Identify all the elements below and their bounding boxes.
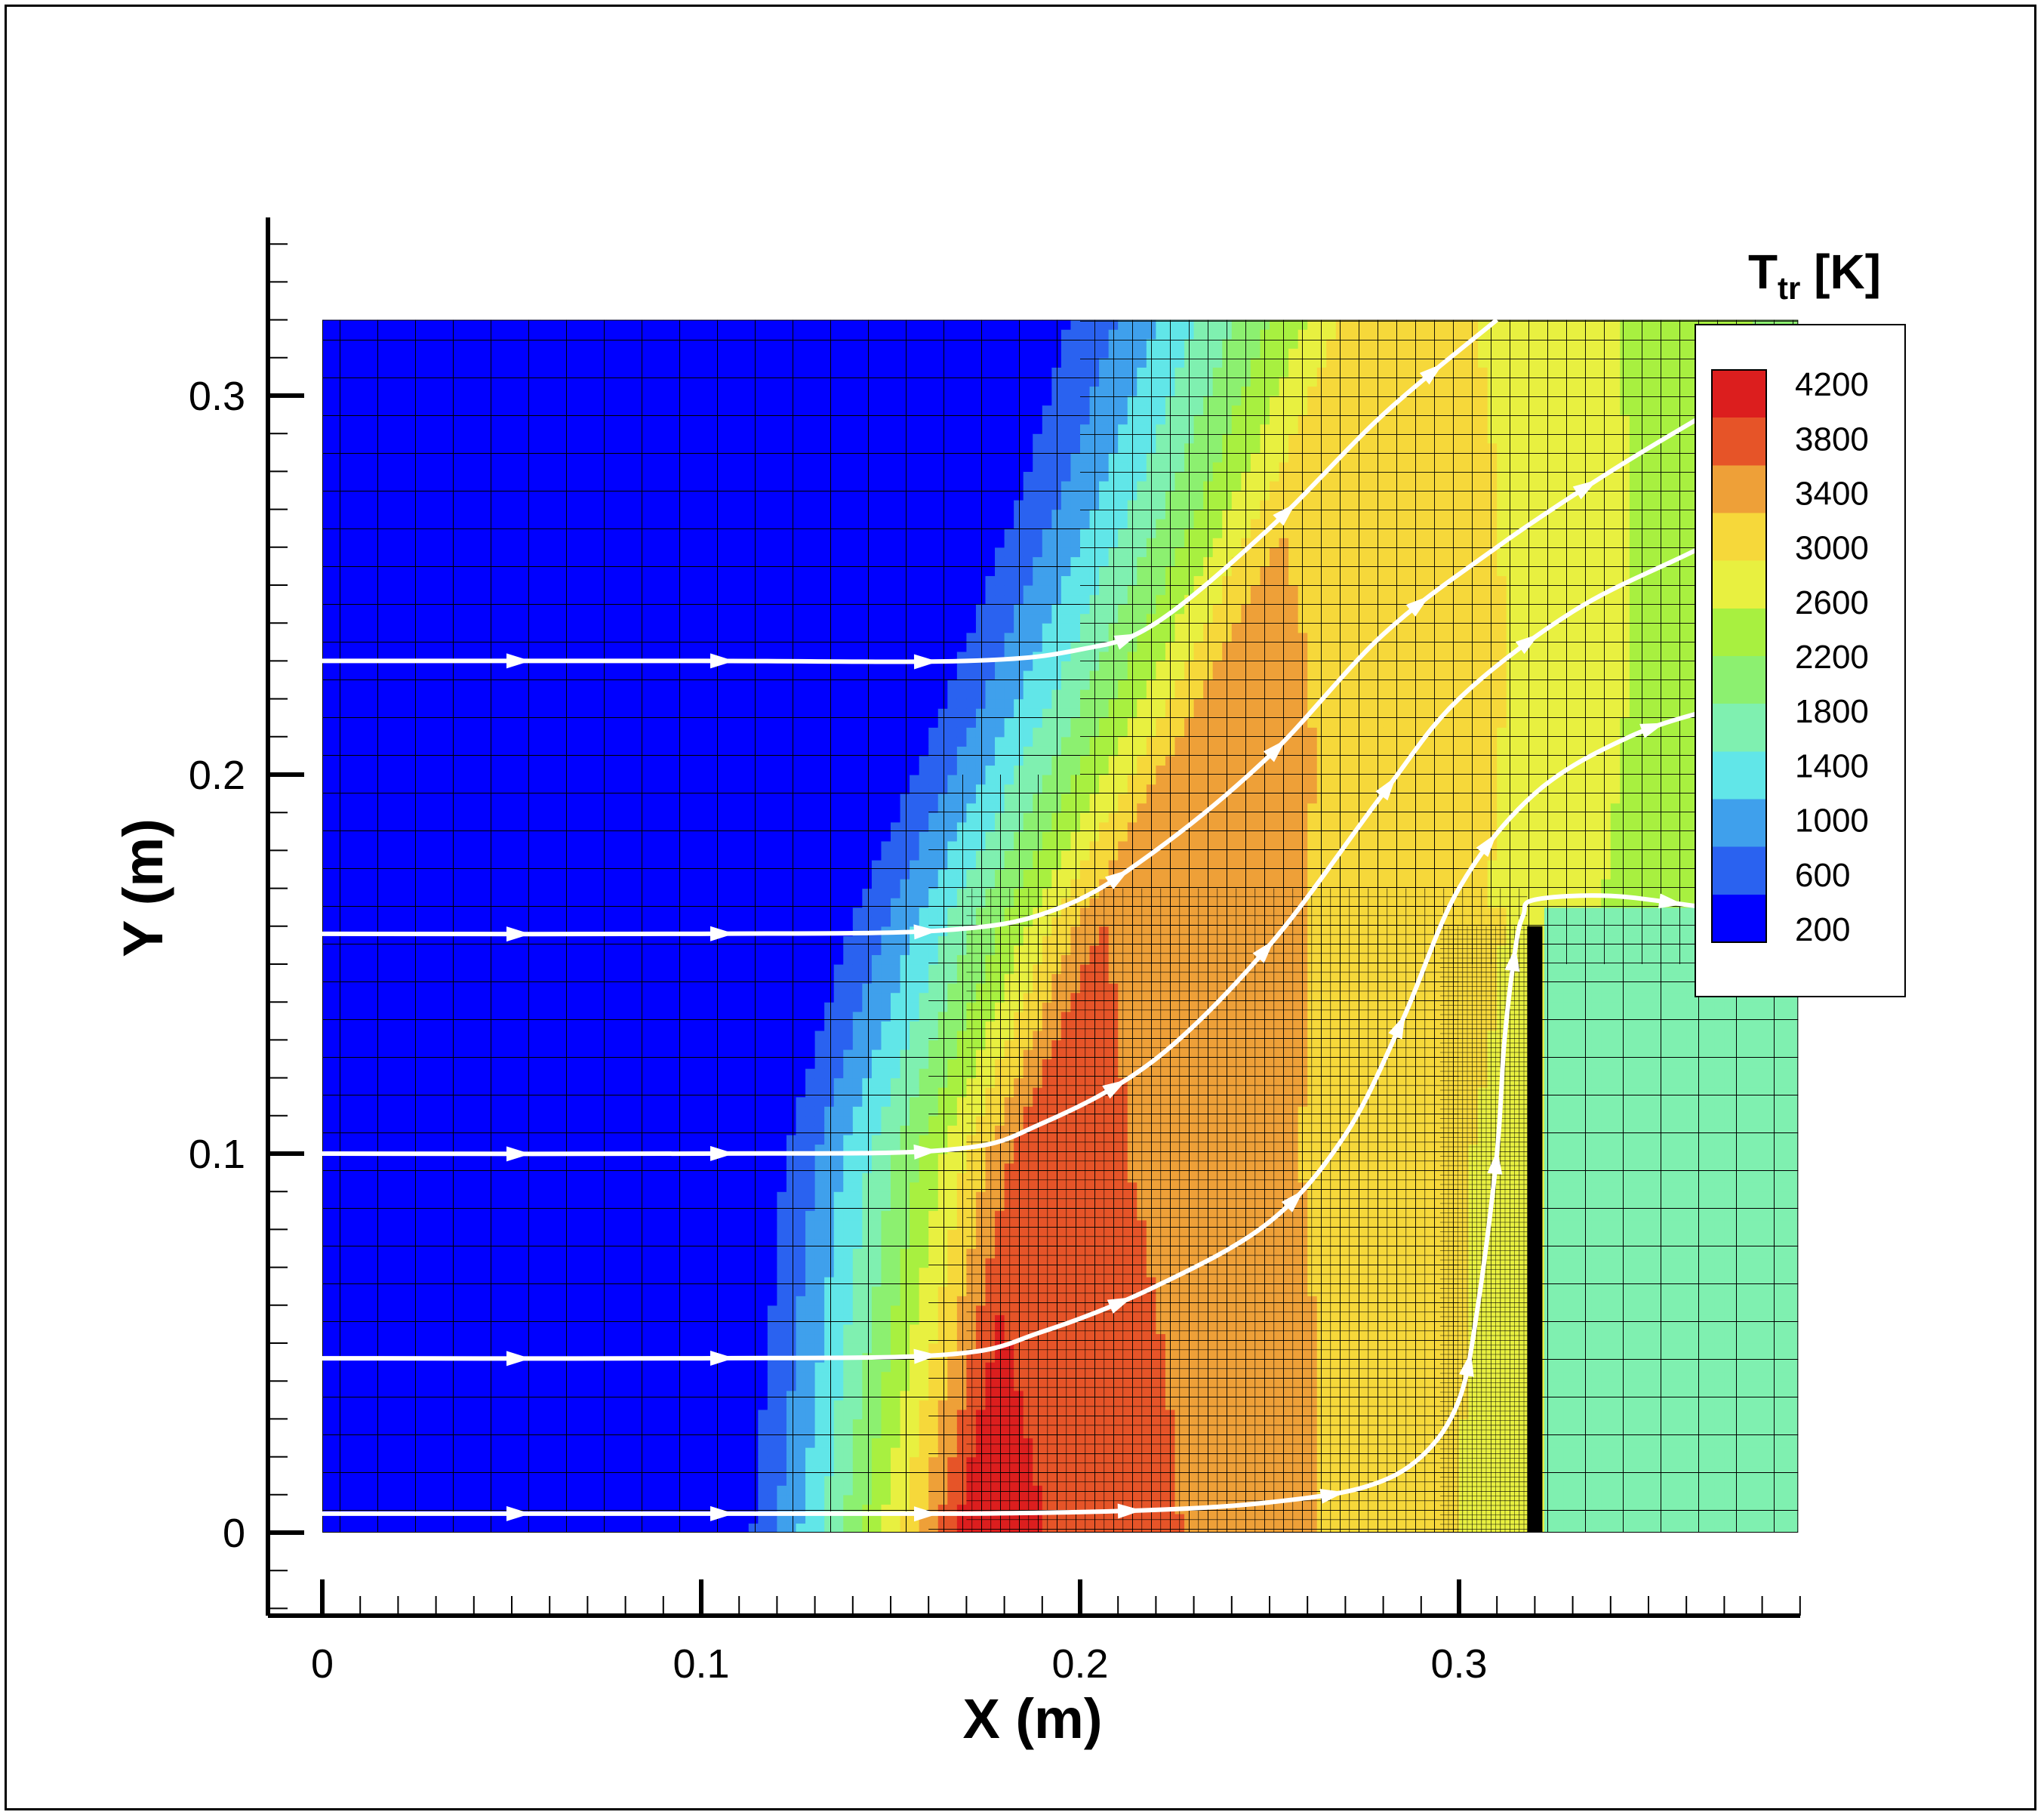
body-plate — [1527, 926, 1543, 1533]
axes: 0 0.1 0.2 0.3 0 0.1 0.2 0.3 — [189, 217, 1801, 1687]
streamline-arrow — [913, 1348, 938, 1364]
streamline-arrow — [1104, 869, 1130, 890]
x-tick-label: 0.3 — [1430, 1641, 1487, 1687]
y-tick-label: 0.3 — [189, 374, 245, 419]
streamline-s5 — [322, 318, 1499, 664]
colorbar-level-label: 3000 — [1795, 530, 1869, 567]
colorbar-gradient — [1711, 369, 1767, 943]
colorbar-title-sub: tr — [1778, 270, 1800, 306]
streamline-arrow — [1388, 1014, 1405, 1040]
colorbar-level-label: 600 — [1795, 857, 1850, 894]
streamline-arrow — [506, 653, 531, 669]
x-tick-label: 0.2 — [1051, 1641, 1108, 1687]
streamline-arrow — [506, 1505, 531, 1521]
streamline-arrow — [1419, 363, 1443, 385]
streamline-arrow — [1639, 723, 1665, 738]
y-tick-label: 0 — [223, 1511, 245, 1556]
streamline-arrow — [1487, 1149, 1503, 1175]
streamline-arrow — [1375, 776, 1396, 801]
colorbar-level-label: 3800 — [1795, 421, 1869, 458]
streamline-arrow — [710, 1350, 734, 1366]
colorbar-level-label: 2200 — [1795, 639, 1869, 676]
streamline-s3 — [322, 499, 1802, 1157]
colorbar-title: Ttr [K] — [1748, 245, 1881, 306]
y-tick-label: 0.1 — [189, 1132, 245, 1177]
colorbar-labels: 200 600 1000 1400 1800 2200 2600 3000 3400 3800 42… — [1795, 366, 1869, 948]
streamline-arrow — [710, 653, 734, 669]
streamline-s1 — [322, 893, 1801, 1517]
streamline-arrow — [1658, 893, 1684, 909]
streamline-arrow — [1281, 1190, 1304, 1213]
streamline-arrow — [710, 1145, 734, 1161]
streamline-arrow — [1117, 1503, 1142, 1519]
streamline-arrow — [506, 1351, 531, 1367]
streamline-arrow — [1102, 1080, 1127, 1099]
colorbar-title-main: T — [1748, 245, 1778, 299]
x-tick-label: 0.1 — [673, 1641, 729, 1687]
colorbar-legend: 200 600 1000 1400 1800 2200 2600 3000 3400 3800 42… — [1695, 245, 1906, 997]
colorbar-level-label: 3400 — [1795, 475, 1869, 512]
colorbar-title-unit: [K] — [1800, 245, 1881, 299]
streamline-arrow — [1515, 633, 1540, 655]
x-tick-label: 0 — [311, 1641, 334, 1687]
streamline-arrow — [1107, 1297, 1133, 1314]
streamline-arrow — [1405, 596, 1430, 617]
streamline-arrow — [1476, 833, 1497, 858]
y-tick-label: 0.2 — [189, 753, 245, 798]
streamline-arrow — [1459, 1351, 1474, 1377]
streamline-arrow — [1273, 503, 1296, 526]
streamline-arrow — [1319, 1488, 1345, 1504]
mesh-grid — [322, 319, 1799, 1533]
colorbar-level-label: 200 — [1795, 911, 1850, 948]
y-axis-title: Y (m) — [112, 818, 174, 957]
streamline-arrow — [913, 924, 938, 940]
streamline-arrow — [1572, 479, 1598, 500]
streamlines — [322, 318, 1802, 1522]
streamline-arrow — [913, 1506, 938, 1522]
streamline-arrow — [913, 654, 938, 670]
body-plate-shape — [1527, 926, 1543, 1533]
streamline-arrow — [506, 1146, 531, 1162]
colorbar-level-label: 2600 — [1795, 584, 1869, 621]
colorbar-level-label: 1000 — [1795, 803, 1869, 840]
x-axis-title: X (m) — [963, 1687, 1103, 1750]
streamline-arrow — [1263, 739, 1286, 763]
streamline-arrow — [1504, 947, 1520, 972]
streamline-arrow — [710, 1505, 734, 1521]
colorbar-level-label: 4200 — [1795, 366, 1869, 403]
streamline-arrow — [506, 926, 531, 942]
streamline-arrow — [1252, 939, 1275, 963]
colorbar-level-label: 1400 — [1795, 747, 1869, 784]
streamline-arrow — [1113, 633, 1139, 650]
colorbar-level-label: 1800 — [1795, 693, 1869, 730]
streamline-arrow — [710, 926, 734, 941]
streamline-arrow — [913, 1144, 938, 1160]
streamline-s4 — [322, 356, 1802, 937]
